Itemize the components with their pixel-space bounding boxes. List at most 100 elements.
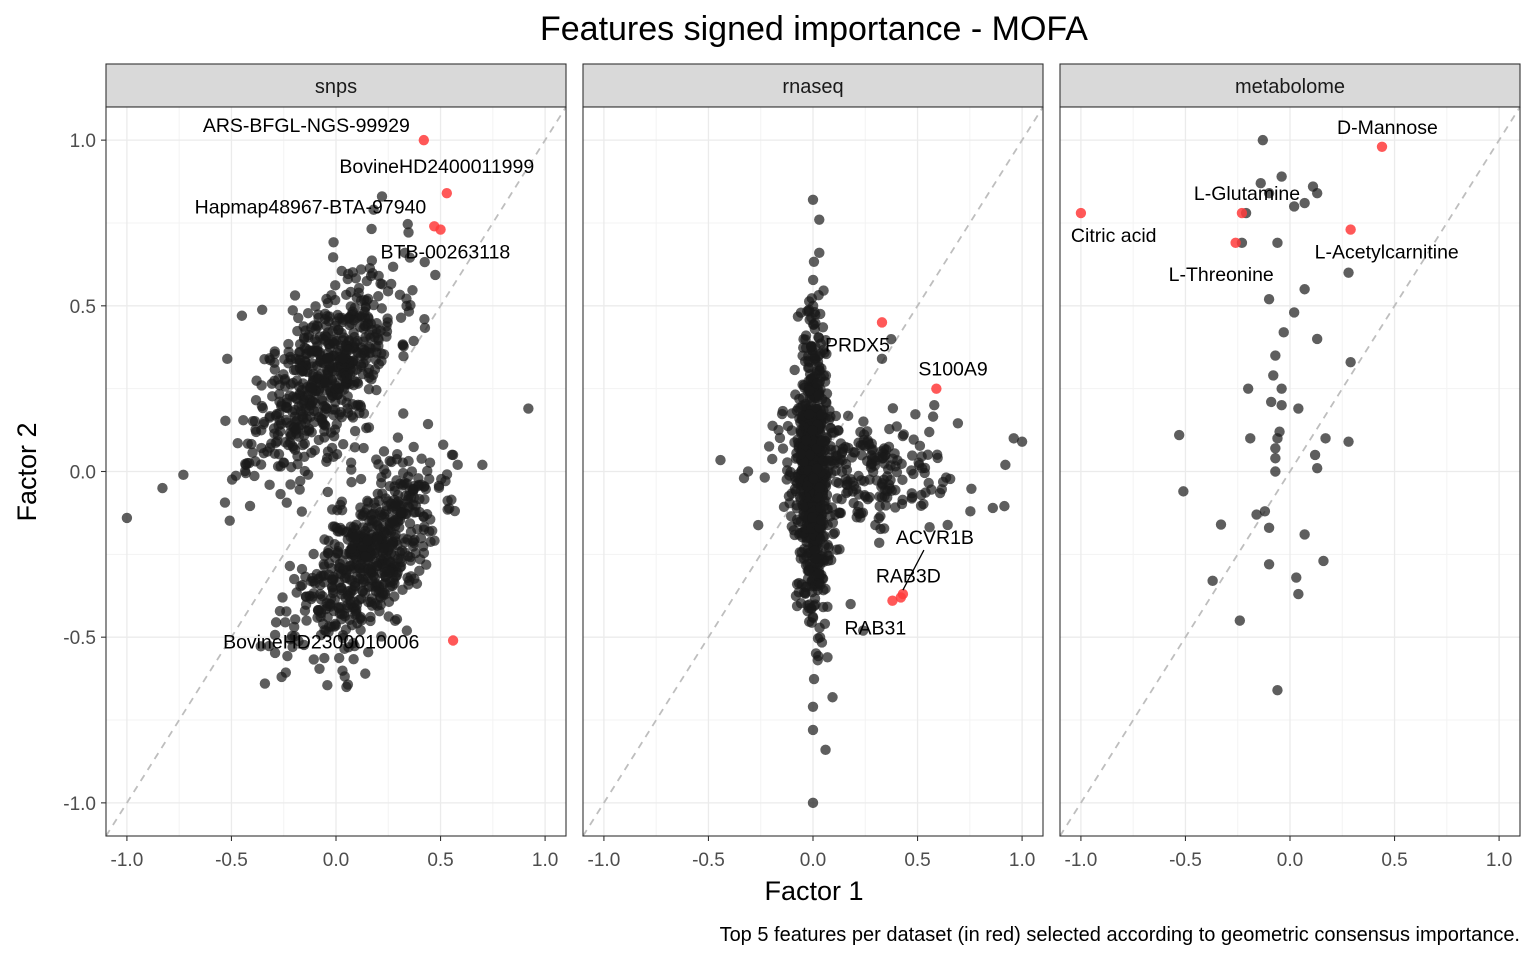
- data-point: [337, 630, 349, 641]
- data-point: [889, 448, 900, 459]
- feature-label: BTB-00263118: [381, 242, 511, 264]
- data-point: [302, 469, 314, 480]
- data-point: [882, 464, 894, 475]
- data-point: [320, 377, 331, 389]
- data-point: [414, 493, 425, 505]
- data-point: [523, 403, 534, 414]
- data-point: [914, 440, 926, 452]
- data-point: [798, 456, 809, 467]
- data-point: [288, 621, 300, 633]
- data-point: [373, 270, 384, 282]
- data-point: [268, 423, 280, 434]
- data-point: [280, 617, 291, 628]
- data-point: [399, 247, 411, 258]
- data-point: [815, 534, 826, 545]
- data-point: [814, 365, 825, 376]
- data-point: [361, 422, 372, 434]
- data-point: [360, 301, 371, 313]
- data-point: [811, 443, 822, 454]
- data-point: [360, 551, 371, 562]
- data-point: [910, 409, 921, 420]
- data-point: [280, 402, 292, 413]
- data-point: [294, 484, 305, 495]
- data-point: [803, 304, 815, 316]
- data-point: [858, 416, 869, 427]
- data-point: [348, 315, 359, 326]
- data-point: [306, 322, 317, 333]
- data-point: [845, 598, 856, 610]
- data-point: [389, 485, 401, 497]
- data-point: [259, 678, 271, 689]
- data-point: [1234, 615, 1246, 626]
- data-point: [360, 668, 371, 679]
- data-point: [410, 507, 421, 518]
- data-point: [335, 499, 346, 511]
- data-point: [816, 436, 827, 447]
- data-point: [813, 389, 825, 401]
- data-point: [264, 442, 276, 453]
- data-point: [862, 437, 874, 448]
- data-point: [304, 345, 315, 356]
- data-point: [715, 454, 726, 466]
- data-point: [753, 519, 764, 531]
- data-point: [820, 495, 831, 507]
- data-point: [795, 448, 807, 460]
- data-point: [816, 514, 827, 526]
- data-point: [1288, 307, 1300, 318]
- data-point: [269, 629, 281, 641]
- data-point: [334, 562, 346, 573]
- data-point: [763, 441, 775, 452]
- data-point: [312, 612, 323, 623]
- data-point: [269, 647, 281, 659]
- data-point: [296, 366, 307, 377]
- data-point: [323, 535, 334, 547]
- data-point: [890, 502, 901, 513]
- x-tick-label: -1.0: [1065, 850, 1098, 871]
- points-layer: [121, 191, 534, 693]
- data-point: [309, 578, 321, 589]
- data-point: [232, 437, 243, 449]
- data-point: [814, 622, 825, 634]
- data-point: [349, 596, 360, 608]
- data-point: [802, 480, 813, 492]
- data-point: [1311, 187, 1323, 199]
- data-point: [801, 434, 812, 446]
- data-point: [314, 663, 325, 674]
- data-point: [398, 408, 409, 419]
- data-point: [808, 473, 819, 484]
- data-point: [312, 604, 324, 616]
- data-point: [808, 256, 820, 268]
- data-point: [349, 442, 361, 453]
- data-point: [402, 218, 413, 230]
- data-point: [815, 579, 826, 590]
- x-axis: -1.0 -0.5 0.0 0.5 1.0: [1065, 836, 1512, 871]
- data-point: [810, 401, 822, 413]
- data-point: [1343, 267, 1354, 278]
- data-point: [789, 364, 800, 376]
- data-point: [477, 459, 488, 471]
- data-point: [312, 406, 324, 418]
- data-point: [327, 362, 338, 373]
- data-point: [924, 521, 935, 533]
- data-point: [378, 446, 390, 457]
- data-point: [918, 498, 929, 510]
- feature-label: Citric acid: [1071, 225, 1157, 247]
- data-point: [399, 537, 411, 548]
- data-point: [332, 546, 344, 557]
- facet-strip-label: snps: [315, 76, 357, 98]
- data-point: [349, 531, 361, 543]
- data-point: [287, 305, 298, 316]
- data-point: [807, 701, 819, 712]
- highlighted-point: [447, 635, 459, 646]
- data-point: [924, 426, 935, 438]
- data-point: [837, 446, 848, 458]
- data-point: [1343, 436, 1354, 447]
- data-point: [363, 383, 375, 395]
- data-point: [282, 439, 294, 451]
- data-point: [785, 511, 797, 522]
- panel-rnaseq: rnaseq PRDX5 S100A9 ACVR1B RAB3D RAB31 -1.0 -0.…: [582, 63, 1044, 871]
- data-point: [308, 548, 319, 560]
- data-point: [1270, 443, 1281, 454]
- data-point: [324, 311, 335, 322]
- data-point: [452, 459, 463, 471]
